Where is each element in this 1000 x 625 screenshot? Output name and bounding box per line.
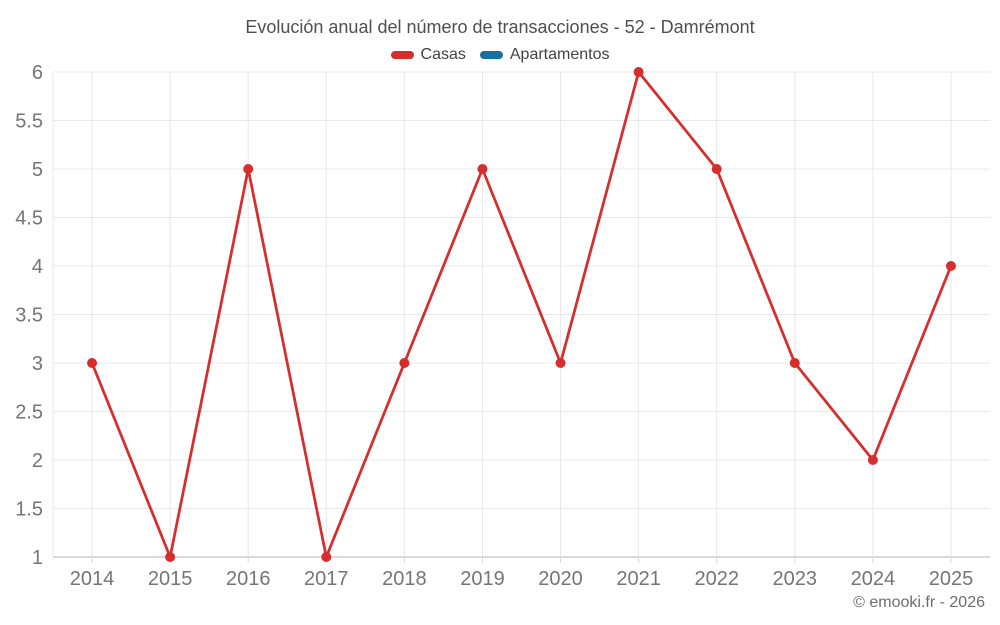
data-point[interactable] [321, 552, 332, 562]
data-point[interactable] [165, 552, 176, 562]
y-axis-tick-label: 5 [32, 159, 43, 181]
data-point[interactable] [789, 358, 800, 368]
legend-item-apartamentos[interactable]: Apartamentos [479, 46, 610, 64]
y-axis-tick-label: 2 [32, 450, 43, 472]
legend-label: Apartamentos [509, 46, 610, 63]
series-line-casas [90, 70, 953, 559]
x-axis-tick-label: 2014 [70, 568, 115, 590]
data-point[interactable] [477, 164, 488, 174]
y-axis-tick-label: 6 [32, 62, 43, 84]
legend-swatch [390, 51, 414, 59]
x-axis-tick-label: 2016 [226, 568, 271, 590]
x-axis-tick-label: 2019 [460, 568, 505, 590]
data-point[interactable] [867, 455, 878, 465]
legend-swatch [479, 51, 503, 59]
y-axis-tick-label: 4 [32, 256, 43, 278]
y-axis-tick-label: 2.5 [15, 402, 43, 424]
x-axis-tick-label: 2021 [616, 568, 661, 590]
data-point[interactable] [633, 67, 644, 77]
data-point[interactable] [711, 164, 722, 174]
chart-title: Evolución anual del número de transaccio… [245, 17, 755, 37]
data-point[interactable] [555, 358, 566, 368]
x-axis-tick-label: 2020 [538, 568, 583, 590]
x-axis-tick-label: 2022 [694, 568, 739, 590]
y-axis-tick-label: 5.5 [15, 111, 43, 133]
y-axis-tick-label: 1.5 [15, 499, 43, 521]
x-axis-tick-label: 2025 [929, 568, 974, 590]
x-axis-tick-label: 2017 [304, 568, 349, 590]
data-point[interactable] [945, 261, 956, 271]
y-axis-tick-label: 3 [32, 353, 43, 375]
credit-text: © emooki.fr - 2026 [853, 594, 985, 611]
chart-legend: Casas Apartamentos [0, 46, 1000, 64]
data-point[interactable] [399, 358, 410, 368]
x-axis-tick-label: 2018 [382, 568, 427, 590]
data-point[interactable] [87, 358, 98, 368]
y-axis-tick-label: 3.5 [15, 305, 43, 327]
legend-label: Casas [420, 46, 466, 63]
y-axis-tick-label: 4.5 [15, 208, 43, 230]
data-point[interactable] [243, 164, 254, 174]
legend-item-casas[interactable]: Casas [390, 46, 466, 64]
y-axis-tick-label: 1 [32, 547, 43, 569]
x-axis-tick-label: 2023 [773, 568, 818, 590]
x-axis-tick-label: 2024 [851, 568, 896, 590]
x-axis-tick-label: 2015 [148, 568, 193, 590]
